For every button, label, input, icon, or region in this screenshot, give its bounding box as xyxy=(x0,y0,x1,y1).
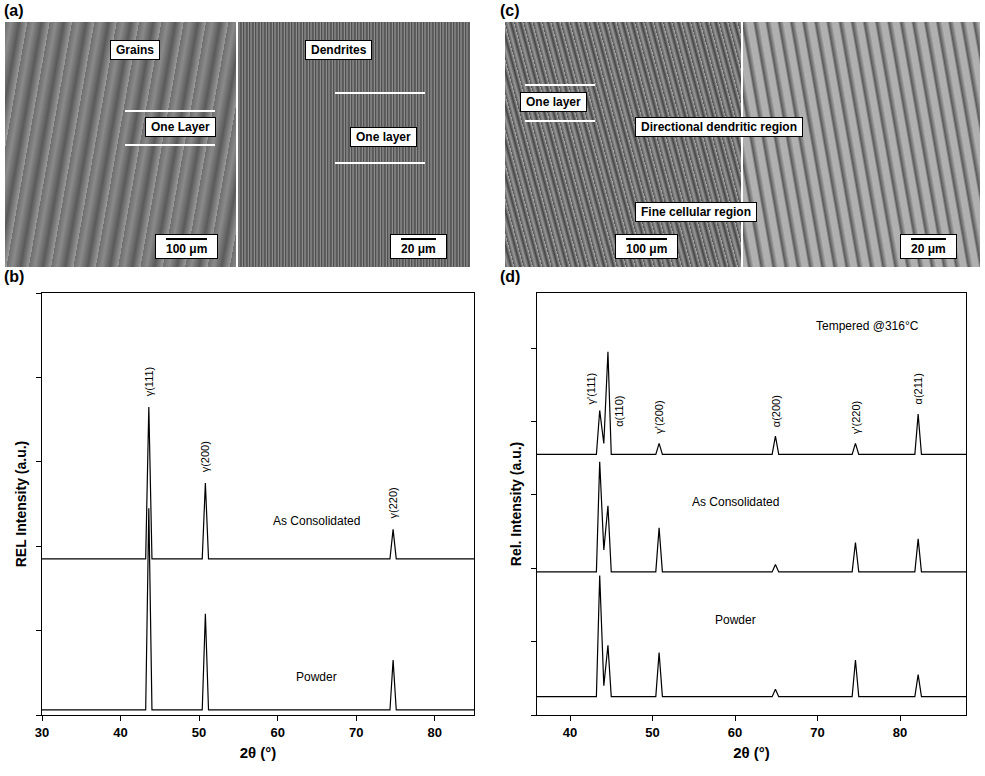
svg-text:40: 40 xyxy=(113,725,127,740)
svg-text:α(200): α(200) xyxy=(770,395,782,427)
svg-text:As Consolidated: As Consolidated xyxy=(692,495,779,509)
svg-text:γ'(200): γ'(200) xyxy=(653,400,665,433)
html-text:One layer: One layer xyxy=(356,130,411,144)
html-text:(a): (a) xyxy=(4,2,24,19)
html-text:One Layer: One Layer xyxy=(151,120,210,134)
svg-text:REL Intensity (a.u.): REL Intensity (a.u.) xyxy=(13,441,29,568)
html-text:(c): (c) xyxy=(500,2,520,19)
svg-text:60: 60 xyxy=(728,725,742,740)
html-text:100 μm: 100 μm xyxy=(166,242,208,256)
svg-text:80: 80 xyxy=(893,725,907,740)
html-text:20 μm: 20 μm xyxy=(911,242,946,256)
svg-text:Rel. Intensity (a.u.): Rel. Intensity (a.u.) xyxy=(508,442,524,566)
svg-text:50: 50 xyxy=(645,725,659,740)
svg-text:70: 70 xyxy=(810,725,824,740)
svg-text:Powder: Powder xyxy=(715,613,756,627)
svg-text:80: 80 xyxy=(427,725,441,740)
svg-text:2θ (°): 2θ (°) xyxy=(733,744,770,761)
svg-text:70: 70 xyxy=(349,725,363,740)
svg-text:γ'(111): γ'(111) xyxy=(585,373,597,405)
html-text:(b): (b) xyxy=(4,268,25,285)
svg-text:40: 40 xyxy=(563,725,577,740)
html-text:One layer: One layer xyxy=(526,95,581,109)
html-text:(d): (d) xyxy=(500,268,521,285)
svg-text:γ(111): γ(111) xyxy=(143,367,155,397)
html-text:Dendrites: Dendrites xyxy=(311,43,367,57)
svg-text:α(211): α(211) xyxy=(912,373,924,404)
html-text:100 μm: 100 μm xyxy=(626,242,668,256)
html-text:Fine cellular region: Fine cellular region xyxy=(641,205,751,219)
svg-text:Tempered @316°C: Tempered @316°C xyxy=(816,319,919,333)
svg-text:As Consolidated: As Consolidated xyxy=(273,514,360,528)
html-text:Directional dendritic region: Directional dendritic region xyxy=(641,120,797,134)
svg-text:30: 30 xyxy=(35,725,49,740)
html-text:20 μm: 20 μm xyxy=(401,242,436,256)
svg-text:2θ (°): 2θ (°) xyxy=(240,744,277,761)
svg-text:γ(220): γ(220) xyxy=(387,487,399,518)
svg-text:60: 60 xyxy=(270,725,284,740)
html-text:Grains: Grains xyxy=(116,43,154,57)
svg-text:α(110): α(110) xyxy=(613,396,625,427)
svg-text:50: 50 xyxy=(192,725,206,740)
svg-text:Powder: Powder xyxy=(296,670,337,684)
svg-text:γ'(220): γ'(220) xyxy=(850,401,862,434)
svg-text:γ(200): γ(200) xyxy=(199,441,211,472)
